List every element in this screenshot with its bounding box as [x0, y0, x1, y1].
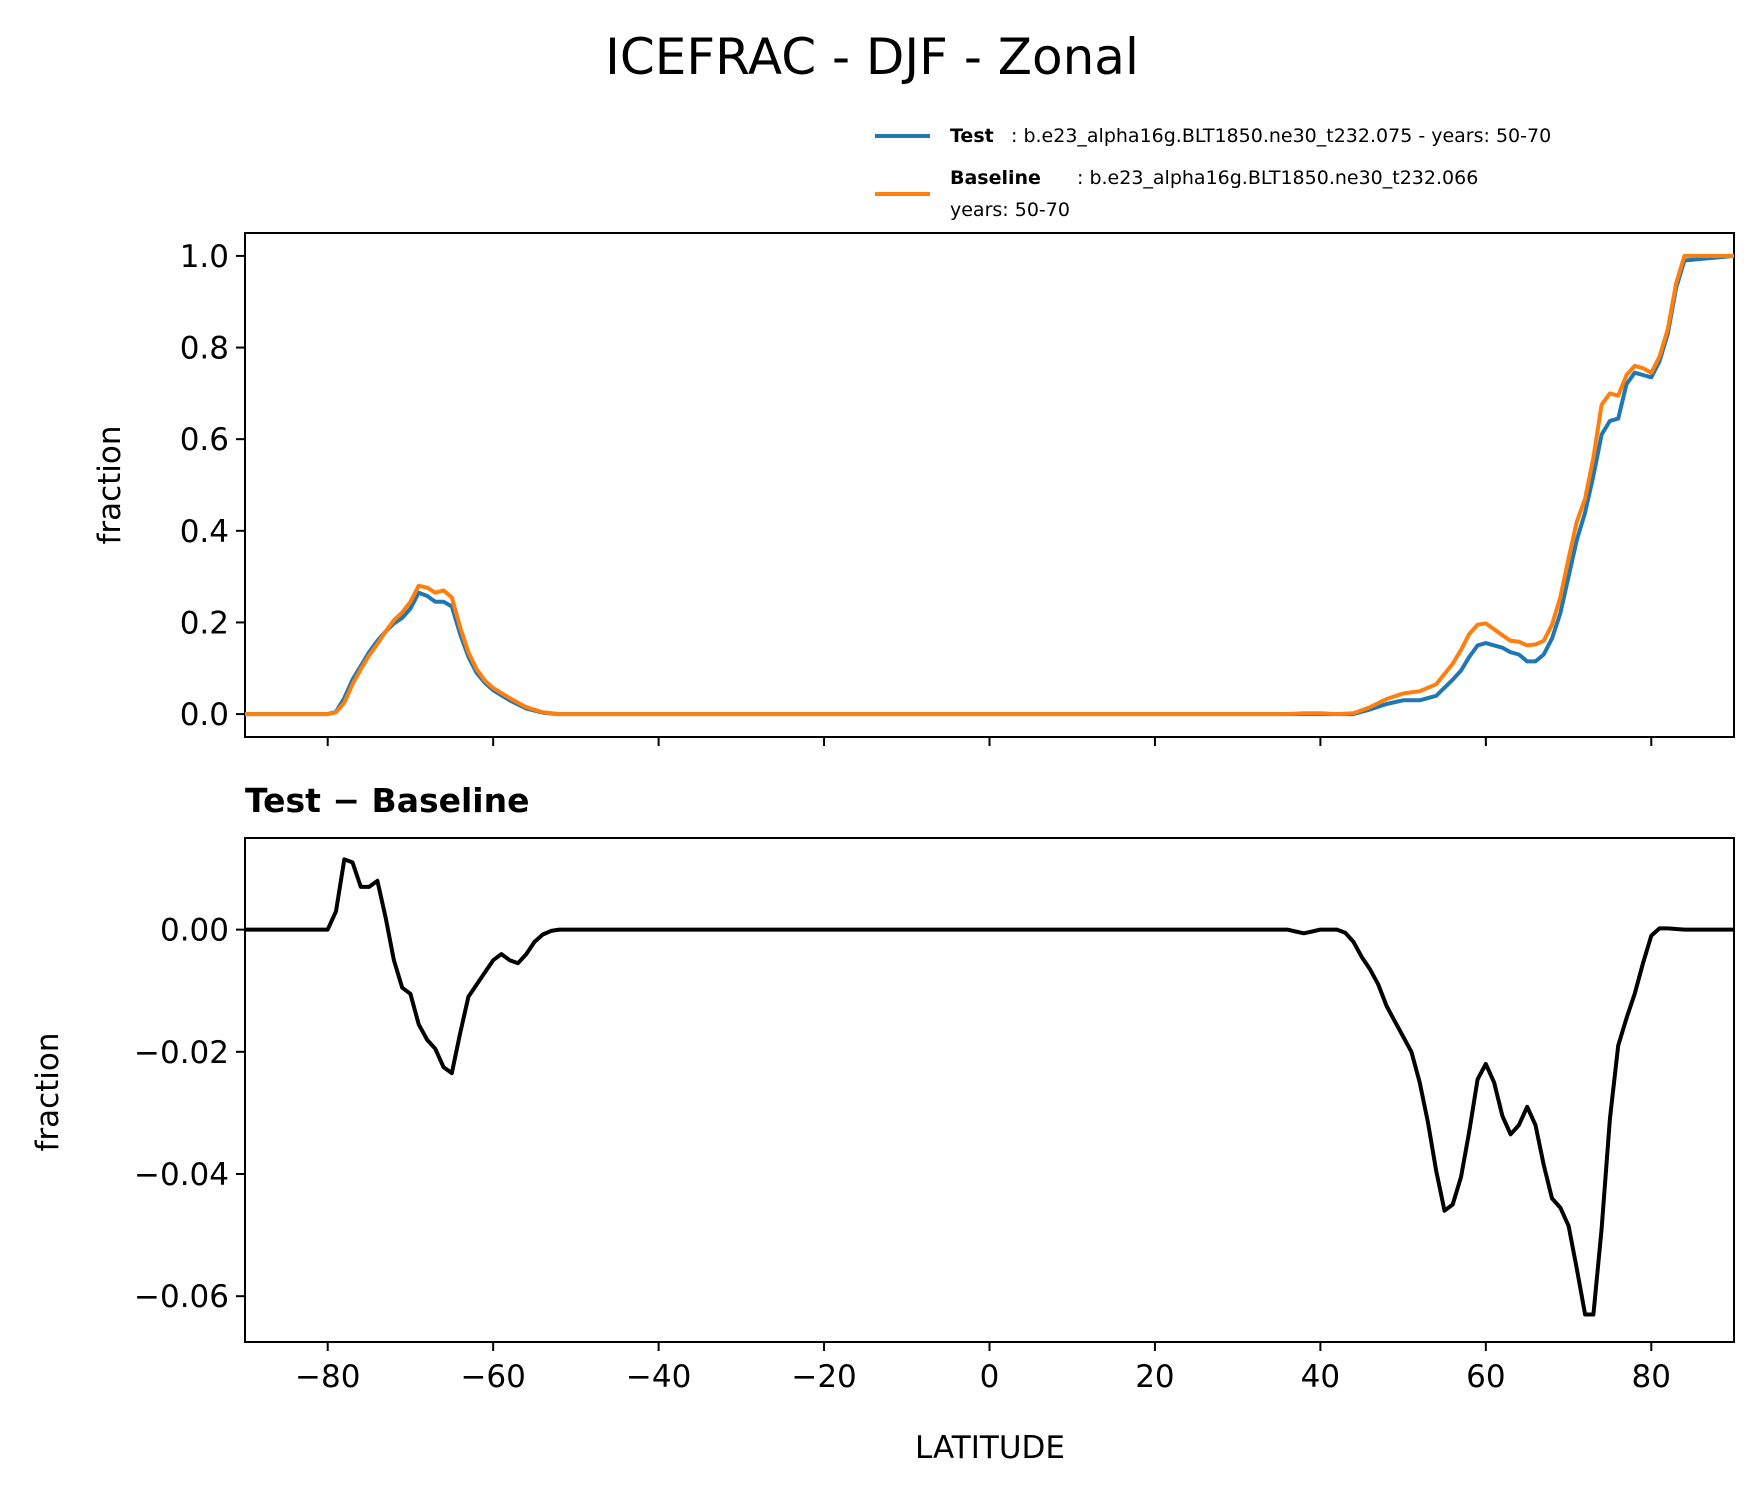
bottom-series: [245, 857, 1734, 1317]
bottom-y-tick-label: −0.04: [134, 1157, 229, 1193]
baseline-series-line: [245, 253, 1734, 717]
bottom-x-tick-label: 40: [1301, 1359, 1340, 1395]
bottom-x-tick-label: 20: [1135, 1359, 1174, 1395]
legend-test-name: Test: [950, 125, 994, 147]
top-y-tick-label: 0.6: [180, 422, 229, 458]
bottom-x-tick-label: −80: [295, 1359, 360, 1395]
top-y-axis-label: fraction: [92, 425, 128, 544]
top-y-tick-label: 0.2: [180, 605, 229, 641]
bottom-x-tick-label: −20: [791, 1359, 856, 1395]
bottom-x-tick-label: 60: [1466, 1359, 1505, 1395]
bottom-x-ticks: −80 −60 −40 −20 0 20 40 60 80: [295, 1342, 1671, 1395]
legend: Test : b.e23_alpha16g.BLT1850.ne30_t232.…: [875, 125, 1551, 221]
top-panel: 0.0 0.2 0.4 0.6 0.8 1.0 fraction: [92, 232, 1735, 746]
legend-baseline-text-2: years: 50-70: [950, 199, 1070, 221]
bottom-x-tick-label: 0: [980, 1359, 1000, 1395]
difference-series-line: [245, 857, 1734, 1317]
bottom-y-tick-label: −0.06: [134, 1279, 229, 1315]
top-y-tick-label: 0.8: [180, 331, 229, 367]
legend-baseline-text: : b.e23_alpha16g.BLT1850.ne30_t232.066: [1077, 167, 1478, 189]
legend-test-text: : b.e23_alpha16g.BLT1850.ne30_t232.075 -…: [1011, 125, 1551, 147]
bottom-y-ticks: 0.00 −0.02 −0.04 −0.06: [134, 913, 245, 1315]
top-x-ticks: [326, 737, 1653, 746]
bottom-x-tick-label: 80: [1632, 1359, 1671, 1395]
top-y-tick-label: 1.0: [180, 239, 229, 275]
bottom-y-tick-label: 0.00: [160, 913, 229, 949]
figure-title: ICEFRAC - DJF - Zonal: [605, 28, 1139, 86]
top-y-ticks: 0.0 0.2 0.4 0.6 0.8 1.0: [180, 239, 245, 733]
test-series-line: [245, 253, 1735, 717]
bottom-y-axis-label: fraction: [30, 1032, 66, 1151]
bottom-panel-title: Test − Baseline: [245, 781, 530, 820]
bottom-panel: Test − Baseline 0.00−0.02−0.04−0.06 −80−…: [30, 781, 1735, 1466]
top-y-tick-label: 0.0: [180, 697, 229, 733]
legend-baseline-name: Baseline: [950, 167, 1041, 189]
top-series: [245, 253, 1735, 717]
top-y-tick-label: 0.4: [180, 514, 229, 550]
bottom-y-tick-label: −0.02: [134, 1035, 229, 1071]
bottom-x-tick-label: −40: [626, 1359, 691, 1395]
bottom-x-tick-label: −60: [460, 1359, 525, 1395]
x-axis-label: LATITUDE: [915, 1430, 1065, 1466]
